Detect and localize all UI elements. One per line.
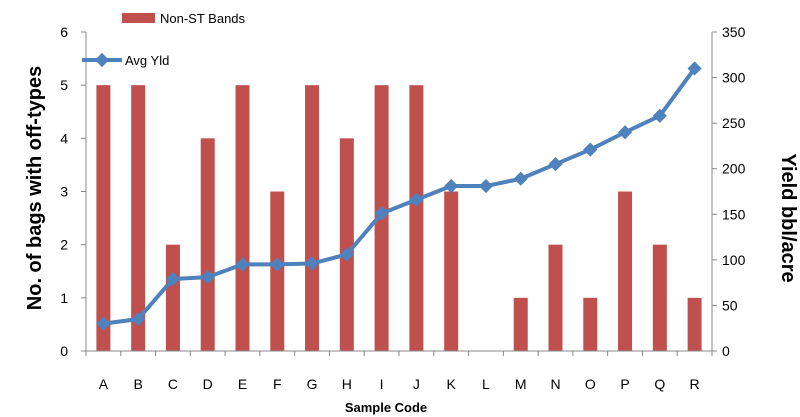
x-tick-label: O [585, 376, 596, 392]
avg-yld-point [583, 142, 598, 157]
x-tick-label: Q [654, 376, 665, 392]
avg-yld-point [617, 125, 633, 140]
avg-yld-point [96, 316, 111, 331]
y-right-tick-label: 350 [722, 24, 746, 40]
bar [235, 85, 250, 352]
legend: Non-ST Bands Avg Yld [82, 11, 246, 68]
avg-yld-point [478, 178, 494, 194]
x-tick-label: D [203, 376, 213, 392]
y-right-tick-label: 250 [722, 115, 746, 131]
bar [131, 85, 146, 352]
x-tick-label: B [133, 376, 142, 392]
x-tick-label: E [238, 376, 247, 392]
avg-yld-point [687, 61, 702, 76]
avg-yld-point [444, 178, 459, 194]
bar [305, 85, 320, 352]
bar [583, 297, 598, 351]
avg-yld-point [165, 271, 181, 287]
x-tick-label: K [446, 376, 456, 392]
legend-bar-label: Non-ST Bands [160, 11, 246, 26]
bar [618, 191, 633, 351]
x-tick-label: G [307, 376, 318, 392]
x-axis-title: Sample Code [345, 400, 427, 415]
y-left-tick-label: 2 [60, 237, 68, 253]
y-left-tick-label: 1 [60, 290, 68, 306]
x-tick-label: H [342, 376, 352, 392]
x-tick-label: A [99, 376, 109, 392]
avg-yld-point [339, 247, 354, 262]
x-tick-label: M [515, 376, 527, 392]
bar [339, 138, 354, 351]
bar [96, 85, 111, 352]
x-tick-label: L [482, 376, 490, 392]
x-tick-label: J [413, 376, 420, 392]
y-right-tick-label: 200 [722, 161, 746, 177]
y-left-tick-label: 5 [60, 77, 68, 93]
legend-line-label: Avg Yld [125, 53, 169, 68]
avg-yld-point [270, 257, 285, 272]
bars-layer [96, 85, 702, 352]
bar [444, 191, 459, 351]
x-tick-label: F [273, 376, 282, 392]
x-tick-label: R [690, 376, 700, 392]
y-axis-left-title: No. of bags with off-types [24, 66, 46, 310]
legend-line-marker [94, 52, 110, 68]
bar [652, 244, 667, 351]
avg-yld-point [548, 157, 563, 172]
avg-yld-point [374, 206, 389, 221]
avg-yld-point [513, 171, 528, 186]
bar [409, 85, 424, 352]
y-right-tick-label: 100 [722, 252, 746, 268]
y-right-tick-label: 150 [722, 206, 746, 222]
y-left-tick-label: 4 [60, 130, 68, 146]
bar [200, 138, 215, 351]
avg-yld-point [131, 312, 146, 327]
y-left-tick-label: 6 [60, 24, 68, 40]
bar [548, 244, 563, 351]
avg-yld-point [235, 257, 250, 272]
bar [165, 244, 180, 351]
x-tick-label: C [168, 376, 178, 392]
avg-yld-point [200, 270, 215, 285]
y-right-tick-label: 300 [722, 70, 746, 86]
x-tick-label: I [380, 376, 384, 392]
avg-yld-point [304, 256, 320, 271]
y-right-tick-label: 0 [722, 343, 730, 359]
ticks-layer: 0 1 2 3 4 5 6 0 50 100 150 200 250 300 350 A B C D E F G H I J K L… [60, 24, 745, 392]
avg-yld-point [409, 192, 424, 207]
avg-yld-line [103, 67, 697, 326]
x-tick-label: P [620, 376, 629, 392]
bar [513, 297, 528, 351]
avg-yld-point [652, 108, 667, 123]
y-left-tick-label: 0 [60, 343, 68, 359]
legend-bar-swatch [122, 13, 155, 23]
y-left-tick-label: 3 [60, 184, 68, 200]
bar [687, 297, 702, 351]
line-layer [96, 61, 702, 331]
x-tick-label: N [550, 376, 560, 392]
y-axis-right-title: Yield bbl/acre [777, 153, 799, 282]
y-right-tick-label: 50 [722, 297, 738, 313]
